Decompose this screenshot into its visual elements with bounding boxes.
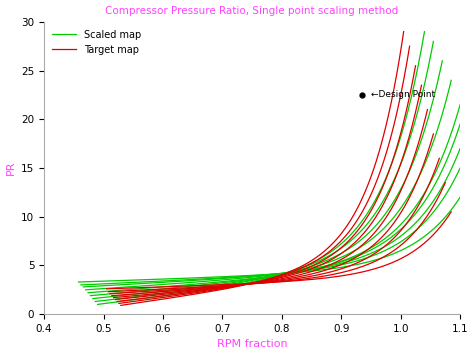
Target map — [125, 286, 130, 290]
Scaled map — [76, 280, 82, 284]
Target map — [118, 286, 123, 290]
Scaled map — [438, 220, 444, 224]
Line: Target map: Target map — [107, 212, 451, 289]
Line: Scaled map: Scaled map — [79, 197, 460, 282]
Scaled map — [146, 278, 152, 282]
Scaled map — [457, 195, 463, 200]
Target map — [104, 287, 109, 291]
Y-axis label: PR: PR — [6, 161, 16, 175]
Title: Compressor Pressure Ratio, Single point scaling method: Compressor Pressure Ratio, Single point … — [106, 6, 399, 16]
Target map — [419, 243, 425, 247]
Target map — [168, 284, 173, 289]
X-axis label: RPM fraction: RPM fraction — [217, 339, 287, 349]
Scaled map — [425, 232, 430, 236]
Text: ←Design Point: ←Design Point — [371, 91, 435, 99]
Target map — [431, 232, 437, 236]
Scaled map — [177, 276, 183, 280]
Legend: Scaled map, Target map: Scaled map, Target map — [49, 27, 144, 58]
Scaled map — [91, 279, 97, 284]
Target map — [195, 284, 201, 288]
Scaled map — [99, 279, 104, 283]
Target map — [448, 210, 454, 214]
